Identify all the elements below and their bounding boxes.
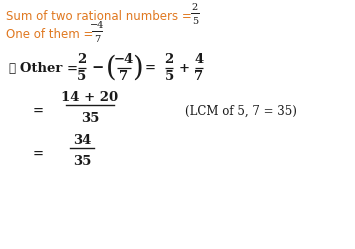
Text: 35: 35 [81,112,99,125]
Text: 14 + 20: 14 + 20 [61,91,119,104]
Text: −4: −4 [114,53,134,66]
Text: One of them =: One of them = [6,27,93,41]
Text: 34: 34 [73,134,91,147]
Text: ): ) [132,55,142,81]
Text: =: = [33,105,44,118]
Text: 7: 7 [94,35,100,44]
Text: 35: 35 [73,155,91,168]
Text: ∴: ∴ [8,62,15,74]
Text: 5: 5 [192,17,198,26]
Text: 5: 5 [164,70,174,83]
Text: 5: 5 [77,70,87,83]
Text: 2: 2 [77,53,87,66]
Text: −: − [92,61,104,75]
Text: 2: 2 [164,53,174,66]
Text: =: = [144,62,155,74]
Text: 2: 2 [192,2,198,11]
Text: =: = [33,147,44,161]
Text: Other =: Other = [20,62,78,74]
Text: +: + [179,62,190,74]
Text: 4: 4 [195,53,204,66]
Text: (LCM of 5, 7 = 35): (LCM of 5, 7 = 35) [185,105,297,118]
Text: 7: 7 [195,70,203,83]
Text: 7: 7 [119,70,129,83]
Text: (: ( [106,55,116,81]
Text: Sum of two rational numbers =: Sum of two rational numbers = [6,9,192,22]
Text: −4: −4 [90,20,104,29]
